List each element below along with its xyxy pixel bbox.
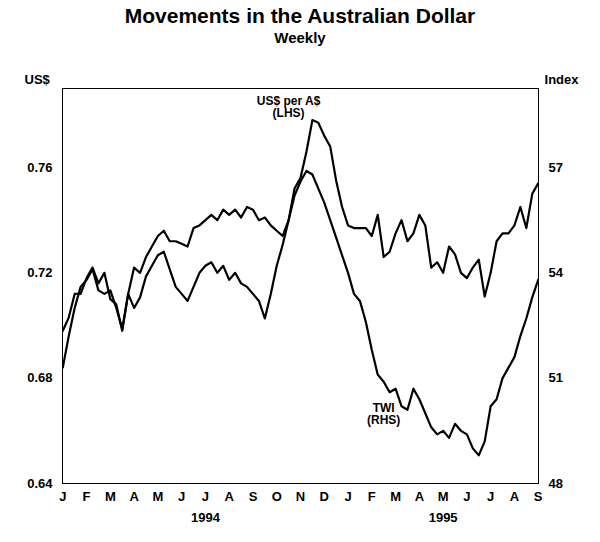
- svg-text:J: J: [487, 489, 494, 504]
- svg-text:1995: 1995: [429, 510, 458, 525]
- svg-text:M: M: [390, 489, 401, 504]
- svg-text:D: D: [320, 489, 329, 504]
- svg-text:N: N: [296, 489, 305, 504]
- svg-text:F: F: [368, 489, 376, 504]
- svg-text:1994: 1994: [191, 510, 221, 525]
- svg-text:A: A: [129, 489, 139, 504]
- svg-text:0.68: 0.68: [27, 370, 52, 385]
- svg-text:S: S: [249, 489, 258, 504]
- svg-text:Index: Index: [545, 72, 580, 87]
- svg-text:57: 57: [549, 160, 563, 175]
- svg-text:TWI(RHS): TWI(RHS): [367, 401, 400, 427]
- svg-text:48: 48: [549, 476, 563, 491]
- svg-text:54: 54: [549, 265, 564, 280]
- svg-text:F: F: [83, 489, 91, 504]
- svg-text:M: M: [105, 489, 116, 504]
- svg-text:51: 51: [549, 370, 563, 385]
- svg-text:0.76: 0.76: [27, 160, 52, 175]
- svg-text:O: O: [272, 489, 282, 504]
- svg-text:M: M: [438, 489, 449, 504]
- svg-text:M: M: [152, 489, 163, 504]
- svg-text:J: J: [344, 489, 351, 504]
- svg-text:J: J: [178, 489, 185, 504]
- svg-text:J: J: [59, 489, 66, 504]
- svg-text:A: A: [510, 489, 520, 504]
- svg-text:S: S: [534, 489, 543, 504]
- svg-text:US$ per A$(LHS): US$ per A$(LHS): [257, 94, 321, 120]
- svg-text:A: A: [224, 489, 234, 504]
- html-text:Movements in the Australian Do: Movements in the Australian Dollar: [124, 4, 476, 27]
- svg-text:US$: US$: [25, 72, 51, 87]
- svg-text:J: J: [463, 489, 470, 504]
- svg-text:A: A: [415, 489, 425, 504]
- svg-text:0.64: 0.64: [27, 476, 53, 491]
- svg-text:0.72: 0.72: [27, 265, 52, 280]
- html-text:Weekly: Weekly: [274, 29, 326, 46]
- svg-text:J: J: [202, 489, 209, 504]
